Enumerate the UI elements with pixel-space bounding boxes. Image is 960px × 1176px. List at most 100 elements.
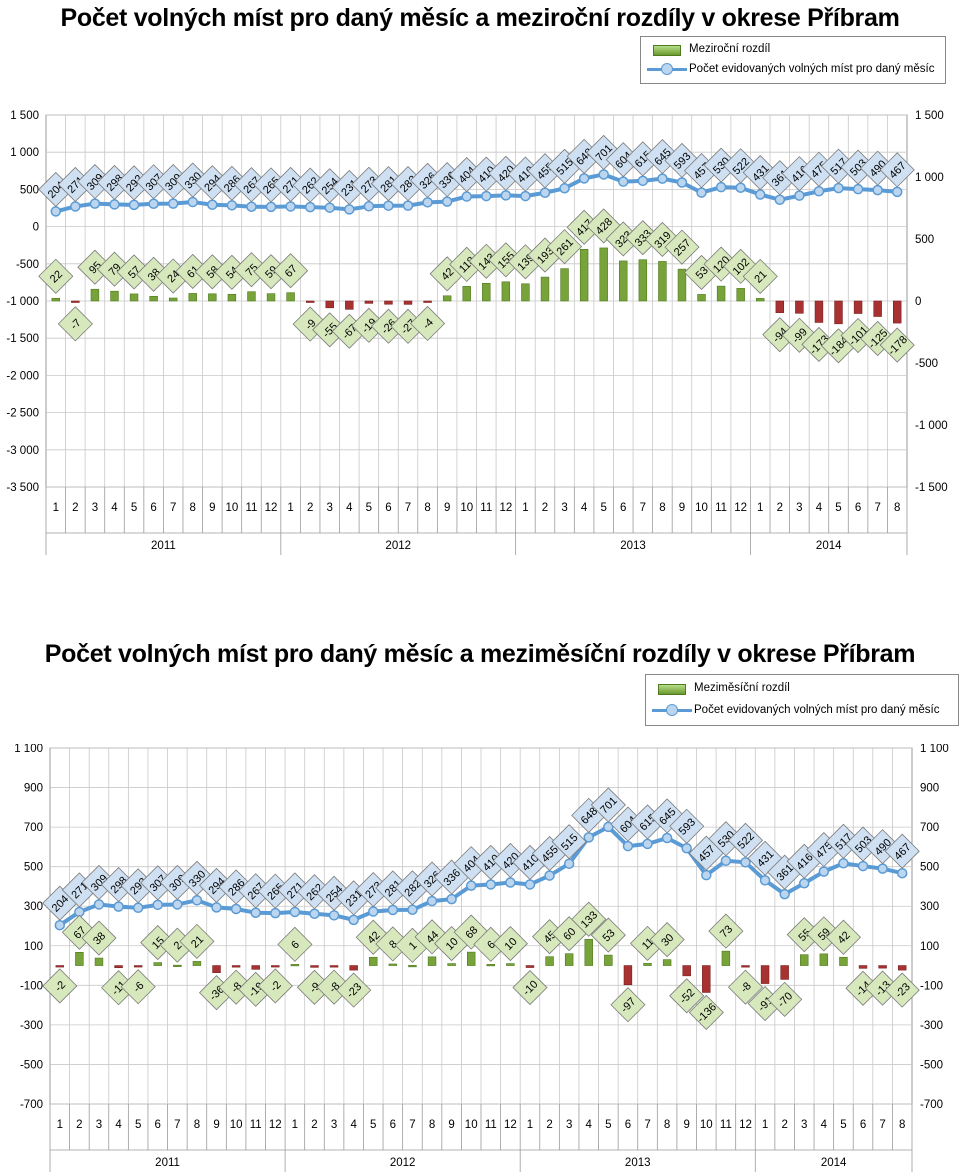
left-tick-label: -1 000 bbox=[6, 296, 39, 308]
line-marker bbox=[226, 200, 238, 211]
line-marker bbox=[896, 867, 908, 879]
line-marker bbox=[309, 908, 320, 919]
left-tick-label: -2 000 bbox=[6, 370, 39, 382]
month-label: 7 bbox=[874, 502, 880, 514]
right-tick-label: 1 100 bbox=[920, 744, 949, 755]
month-label: 11 bbox=[715, 502, 727, 514]
line-marker bbox=[324, 202, 335, 213]
month-label: 1 bbox=[527, 1119, 533, 1131]
bar bbox=[643, 963, 652, 966]
month-label: 3 bbox=[331, 1119, 337, 1131]
right-tick-label: -500 bbox=[920, 1059, 943, 1071]
line-marker bbox=[520, 190, 531, 202]
bar bbox=[114, 965, 123, 969]
month-label: 3 bbox=[561, 502, 567, 514]
bar bbox=[325, 300, 334, 309]
month-label: 10 bbox=[230, 1119, 243, 1131]
bar bbox=[486, 964, 496, 967]
month-label: 6 bbox=[150, 502, 156, 514]
bar bbox=[388, 963, 398, 966]
right-tick-label: -100 bbox=[920, 980, 943, 992]
right-tick-label: 900 bbox=[920, 783, 939, 795]
line-marker bbox=[754, 189, 766, 200]
month-label: 2 bbox=[307, 502, 313, 514]
bar bbox=[682, 965, 691, 977]
bar bbox=[545, 956, 554, 966]
legend-item-line: Počet evidovaných volných míst pro daný … bbox=[646, 700, 958, 720]
marker-swatch bbox=[661, 63, 673, 75]
line-marker bbox=[265, 201, 277, 213]
line-marker bbox=[578, 173, 590, 184]
year-label: 2013 bbox=[620, 540, 646, 552]
bar bbox=[369, 956, 378, 966]
line-marker bbox=[344, 204, 355, 215]
bar bbox=[564, 953, 574, 966]
line-marker bbox=[833, 182, 844, 194]
month-label: 7 bbox=[170, 502, 176, 514]
month-label: 6 bbox=[155, 1119, 161, 1131]
chart-plot: -700 -500 -300 -100 100 300 500 700 900 1 100 -700… bbox=[14, 744, 949, 1172]
bar bbox=[290, 964, 300, 967]
month-label: 12 bbox=[739, 1119, 752, 1131]
legend-item-line: Počet evidovaných volných míst pro daný … bbox=[641, 59, 945, 79]
bar bbox=[403, 300, 413, 305]
left-tick-label: -2 500 bbox=[6, 408, 39, 420]
right-tick-label: 500 bbox=[915, 234, 934, 246]
bar bbox=[736, 288, 745, 302]
line-marker bbox=[481, 190, 492, 202]
bar bbox=[447, 963, 456, 966]
left-tick-label: -3 500 bbox=[6, 482, 39, 494]
bar-label-box bbox=[277, 926, 313, 962]
bar bbox=[271, 965, 280, 968]
month-label: 10 bbox=[465, 1119, 478, 1131]
month-label: 8 bbox=[659, 502, 665, 514]
month-label: 3 bbox=[92, 502, 98, 514]
line-marker bbox=[622, 840, 634, 852]
left-tick-label: -1 500 bbox=[6, 333, 39, 345]
bar bbox=[501, 281, 511, 302]
month-label: 5 bbox=[600, 502, 606, 514]
month-label: 1 bbox=[57, 1119, 63, 1131]
line-marker bbox=[676, 177, 688, 188]
right-tick-label: 1 000 bbox=[915, 172, 944, 184]
month-label: 5 bbox=[135, 1119, 141, 1131]
bar bbox=[760, 965, 770, 984]
left-tick-label: 1 100 bbox=[14, 744, 43, 755]
month-label: 7 bbox=[409, 1119, 415, 1131]
month-label: 5 bbox=[366, 502, 372, 514]
line-marker bbox=[446, 893, 457, 905]
bar bbox=[94, 957, 104, 966]
month-label: 10 bbox=[695, 502, 708, 514]
line-marker bbox=[407, 904, 418, 916]
month-label: 2 bbox=[542, 502, 548, 514]
line-marker bbox=[505, 877, 516, 888]
right-tick-label: 500 bbox=[920, 862, 939, 874]
left-tick-label: -500 bbox=[20, 1059, 43, 1071]
line-marker bbox=[368, 906, 379, 917]
bar bbox=[716, 285, 726, 302]
month-label: 12 bbox=[504, 1119, 517, 1131]
bar bbox=[188, 293, 197, 302]
line-marker bbox=[70, 201, 81, 212]
month-label: 4 bbox=[350, 1119, 357, 1131]
bar bbox=[149, 295, 158, 302]
month-label: 11 bbox=[245, 502, 257, 514]
bar bbox=[423, 300, 432, 303]
left-tick-label: -100 bbox=[20, 980, 43, 992]
bar bbox=[173, 964, 182, 967]
line-marker bbox=[794, 190, 805, 201]
month-label: 1 bbox=[757, 502, 763, 514]
month-label: 1 bbox=[53, 502, 59, 514]
month-label: 3 bbox=[327, 502, 333, 514]
bar bbox=[192, 961, 202, 966]
month-label: 12 bbox=[734, 502, 747, 514]
chart-legend: Meziroční rozdíl Počet evidovaných volný… bbox=[640, 36, 946, 84]
line-label-box bbox=[884, 833, 920, 869]
line-marker bbox=[250, 907, 261, 918]
line-marker bbox=[701, 869, 712, 881]
month-label: 11 bbox=[250, 1119, 262, 1131]
bar bbox=[466, 951, 476, 966]
bar-label-box bbox=[42, 968, 78, 1004]
line-marker bbox=[422, 197, 433, 208]
bar bbox=[349, 965, 358, 971]
